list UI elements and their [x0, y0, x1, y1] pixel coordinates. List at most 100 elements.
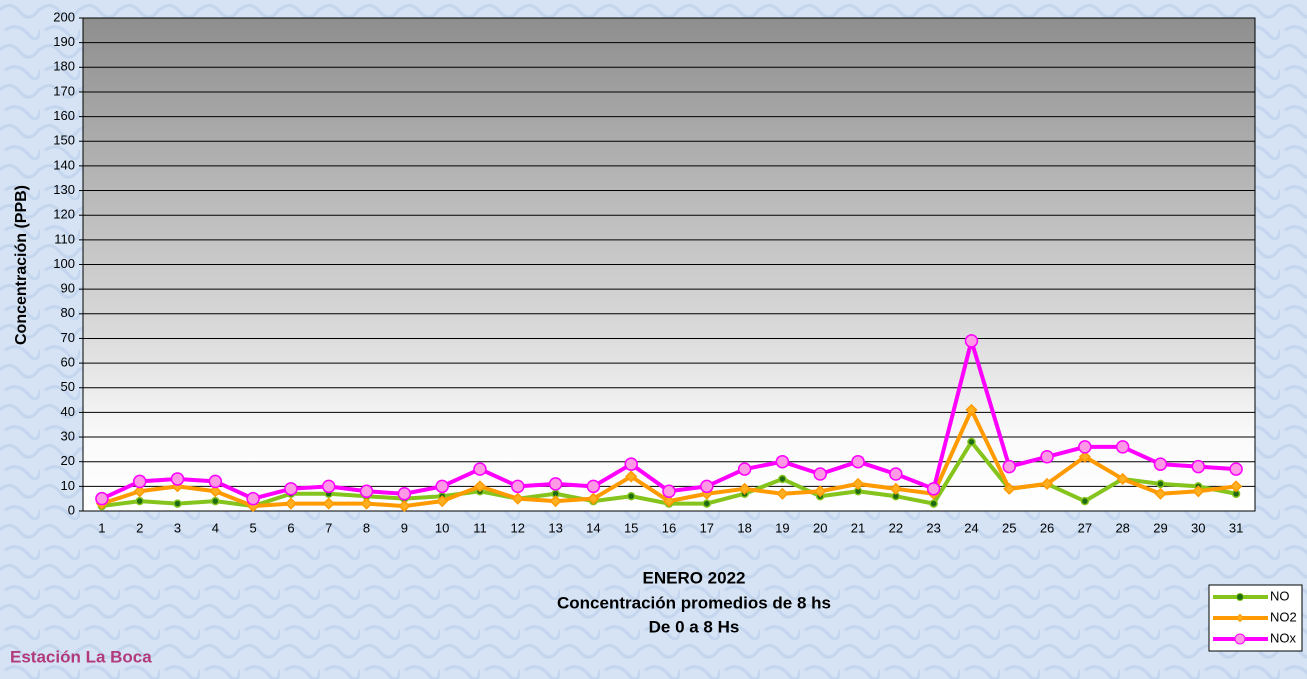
x-tick-label: 4	[212, 520, 219, 535]
data-point	[964, 334, 979, 348]
legend-marker	[1236, 593, 1244, 601]
data-point	[851, 454, 865, 469]
data-point	[1192, 485, 1205, 498]
data-point	[209, 485, 222, 498]
x-tick-label: 31	[1229, 520, 1243, 535]
data-point	[321, 479, 336, 494]
data-point	[967, 437, 976, 447]
x-tick-label: 21	[851, 520, 865, 535]
data-point	[662, 484, 676, 499]
x-tick-label: 26	[1040, 520, 1054, 535]
data-point	[738, 482, 751, 495]
data-point	[1003, 482, 1016, 495]
data-point	[1078, 440, 1092, 454]
y-tick-label: 200	[53, 9, 75, 24]
y-tick-label: 140	[53, 157, 75, 172]
y-tick-label: 180	[53, 59, 75, 74]
x-tick-label: 1	[98, 520, 105, 535]
data-point	[397, 486, 412, 501]
data-point	[889, 467, 903, 481]
data-point	[511, 492, 524, 505]
x-tick-label: 9	[401, 520, 408, 535]
data-point	[132, 474, 147, 489]
data-point	[814, 485, 827, 498]
y-tick-label: 30	[61, 428, 75, 443]
data-point	[511, 479, 525, 494]
data-point	[211, 496, 220, 506]
y-tick-label: 20	[61, 453, 75, 468]
chart-subtitle: De 0 a 8 Hs	[649, 617, 740, 636]
data-point	[926, 482, 941, 496]
x-tick-label: 5	[250, 520, 257, 535]
data-point	[95, 491, 109, 506]
data-point	[1191, 459, 1206, 474]
data-point	[889, 482, 902, 495]
chart-subtitle: Concentración promedios de 8 hs	[557, 593, 831, 612]
x-tick-label: 13	[548, 520, 562, 535]
data-point	[284, 497, 297, 510]
data-point	[1230, 480, 1243, 493]
data-point	[135, 496, 144, 506]
y-tick-label: 50	[61, 379, 75, 394]
data-point	[929, 499, 938, 508]
data-point	[737, 462, 752, 476]
x-tick-label: 17	[700, 520, 714, 535]
x-tick-label: 14	[586, 520, 600, 535]
y-tick-label: 70	[61, 330, 75, 345]
x-tick-label: 3	[174, 520, 181, 535]
x-tick-label: 15	[624, 520, 638, 535]
legend-marker	[1235, 613, 1245, 623]
x-tick-label: 19	[775, 520, 789, 535]
x-tick-label: 11	[473, 520, 487, 535]
data-point	[1040, 450, 1054, 464]
data-point	[548, 477, 563, 491]
x-tick-label: 25	[1002, 520, 1016, 535]
data-point	[322, 497, 335, 510]
data-point	[1156, 479, 1165, 489]
data-point	[246, 491, 260, 506]
data-point	[133, 485, 146, 498]
x-tick-label: 6	[287, 520, 294, 535]
x-tick-label: 16	[662, 520, 676, 535]
y-tick-label: 60	[61, 355, 75, 370]
x-tick-label: 29	[1153, 520, 1167, 535]
station-label: Estación La Boca	[10, 647, 152, 666]
data-point	[1154, 487, 1167, 500]
x-tick-label: 27	[1078, 520, 1092, 535]
x-tick-label: 28	[1115, 520, 1129, 535]
data-point	[1116, 472, 1129, 486]
data-point	[662, 495, 676, 508]
legend-label: NO2	[1270, 609, 1297, 624]
data-point	[1153, 457, 1168, 471]
y-axis-label: Concentración (PPB)	[13, 185, 30, 345]
data-point	[360, 497, 373, 510]
x-tick-label: 24	[964, 520, 978, 535]
data-point	[624, 457, 638, 471]
data-point	[170, 472, 185, 486]
y-tick-label: 0	[68, 502, 75, 517]
data-point	[284, 482, 298, 496]
x-tick-label: 22	[889, 520, 903, 535]
data-point	[1040, 477, 1054, 490]
chart-title: ENERO 2022	[643, 568, 746, 587]
y-tick-label: 150	[53, 133, 75, 148]
data-point	[398, 500, 411, 513]
data-point	[702, 499, 712, 508]
data-point	[549, 495, 562, 508]
legend-label: NO	[1270, 588, 1290, 603]
data-point	[1002, 459, 1017, 474]
data-point	[1115, 440, 1130, 454]
data-point	[473, 480, 487, 493]
data-point	[778, 474, 787, 484]
data-point	[359, 484, 374, 499]
y-tick-label: 130	[53, 182, 75, 197]
y-tick-label: 160	[53, 108, 75, 123]
y-tick-label: 120	[53, 207, 75, 222]
y-tick-label: 110	[54, 231, 75, 246]
x-tick-label: 8	[363, 520, 370, 535]
data-point	[813, 467, 827, 481]
data-point	[473, 462, 487, 476]
y-tick-label: 80	[61, 305, 75, 320]
data-point	[1229, 462, 1243, 476]
